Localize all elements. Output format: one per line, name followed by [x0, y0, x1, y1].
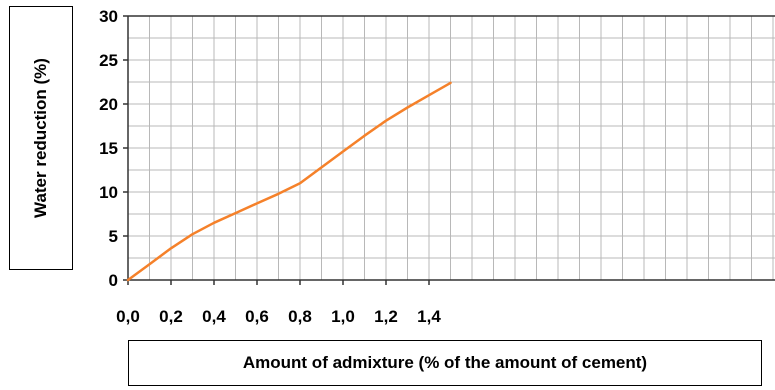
x-axis-label-box: Amount of admixture (% of the amount of …	[128, 340, 762, 386]
y-tick-label: 25	[99, 51, 118, 70]
x-tick-label: 0,6	[245, 307, 269, 326]
axes	[123, 15, 775, 285]
y-axis-label: Water reduction (%)	[31, 58, 50, 218]
series-line	[126, 81, 452, 282]
y-tick-label: 5	[109, 227, 118, 246]
y-tick-label: 0	[109, 271, 118, 290]
x-tick-label: 0,4	[202, 307, 226, 326]
y-tick-label: 10	[99, 183, 118, 202]
x-tick-label: 1,2	[374, 307, 398, 326]
x-tick-label: 0,0	[116, 307, 140, 326]
grid-lines	[128, 15, 775, 281]
x-tick-labels: 0,0 0,2 0,4 0,6 0,8 1,0 1,2 1,4	[116, 307, 441, 326]
x-tick-label: 1,4	[417, 307, 441, 326]
y-axis-label-box: Water reduction (%)	[9, 6, 73, 270]
y-tick-label: 30	[99, 7, 118, 26]
x-tick-label: 0,2	[159, 307, 183, 326]
y-tick-labels: 0 5 10 15 20 25 30	[99, 7, 118, 290]
x-tick-label: 1,0	[331, 307, 355, 326]
y-tick-label: 15	[99, 139, 118, 158]
y-tick-label: 20	[99, 95, 118, 114]
series-group	[126, 81, 452, 282]
x-axis-label: Amount of admixture (% of the amount of …	[242, 353, 648, 372]
x-tick-label: 0,8	[288, 307, 312, 326]
